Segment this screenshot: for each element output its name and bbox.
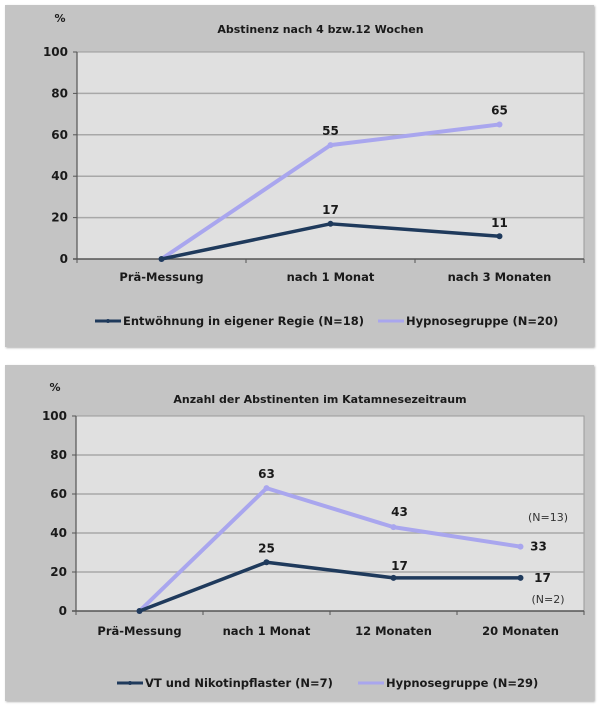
x-category-label: Prä-Messung [119, 270, 203, 284]
data-label: 11 [491, 216, 508, 230]
data-point-marker [327, 220, 334, 227]
x-category-label: Prä-Messung [97, 624, 181, 638]
x-category-label: 12 Monaten [355, 624, 432, 638]
y-tick-label: 100 [43, 45, 68, 59]
y-tick-label: 40 [50, 526, 67, 540]
chart-abstinenz: 0 20 40 60 80 100 Prä-Messung nach 1 Monat nach … [43, 12, 585, 328]
legend-label: VT und Nikotinpflaster (N=7) [145, 676, 333, 690]
x-category-label: nach 1 Monat [223, 624, 311, 638]
data-point-marker [158, 256, 165, 262]
x-category-label: nach 3 Monaten [448, 270, 552, 284]
sample-size-annotation: (N=2) [531, 593, 564, 606]
data-point-marker [390, 524, 397, 531]
y-tick-label: 80 [51, 86, 68, 100]
chart-title: Anzahl der Abstinenten im Katamnesezeitr… [173, 393, 466, 406]
legend-marker [128, 681, 132, 685]
x-category-label: 20 Monaten [482, 624, 559, 638]
plot-area [76, 51, 585, 260]
chart-katamnese: 0 20 40 60 80 100 Prä-Messung nach 1 Monat 12 Mo… [42, 381, 585, 690]
y-tick-label: 20 [50, 565, 67, 579]
legend-label: Entwöhnung in eigener Regie (N=18) [123, 314, 364, 328]
data-label: 55 [322, 124, 339, 138]
legend-label: Hypnosegruppe (N=29) [386, 676, 538, 690]
y-tick-label: 20 [51, 211, 68, 225]
chart-title: Abstinenz nach 4 bzw.12 Wochen [217, 23, 423, 36]
y-tick-label: 0 [59, 604, 67, 618]
data-point-marker [496, 233, 503, 240]
data-point-marker [517, 543, 524, 550]
data-label: 63 [258, 467, 275, 481]
legend-label: Hypnosegruppe (N=20) [406, 314, 558, 328]
y-tick-label: 100 [42, 409, 67, 423]
y-tick-label: 60 [50, 487, 67, 501]
data-point-marker [390, 574, 397, 581]
data-point-marker [263, 559, 270, 566]
data-label: 43 [391, 505, 408, 519]
y-axis-unit-label: % [54, 12, 65, 25]
series-line-dark [138, 560, 521, 613]
data-label: 25 [258, 541, 275, 555]
series-line-light [138, 486, 521, 613]
data-label: 65 [491, 103, 508, 117]
y-tick-label: 80 [50, 448, 67, 462]
legend-marker [106, 319, 110, 323]
data-point-marker [136, 608, 143, 614]
data-point-marker [496, 121, 503, 128]
plot-area [75, 415, 585, 612]
x-category-label: nach 1 Monat [287, 270, 375, 284]
data-point-marker [327, 142, 334, 149]
data-point-marker [517, 574, 524, 581]
data-label: 33 [530, 540, 547, 554]
data-point-marker [263, 485, 270, 492]
data-label: 17 [534, 571, 551, 585]
data-label: 17 [322, 203, 339, 217]
y-tick-label: 0 [60, 252, 68, 266]
y-tick-label: 60 [51, 128, 68, 142]
sample-size-annotation: (N=13) [528, 511, 568, 524]
data-label: 17 [391, 559, 408, 573]
y-tick-label: 40 [51, 169, 68, 183]
y-axis-unit-label: % [49, 381, 60, 394]
